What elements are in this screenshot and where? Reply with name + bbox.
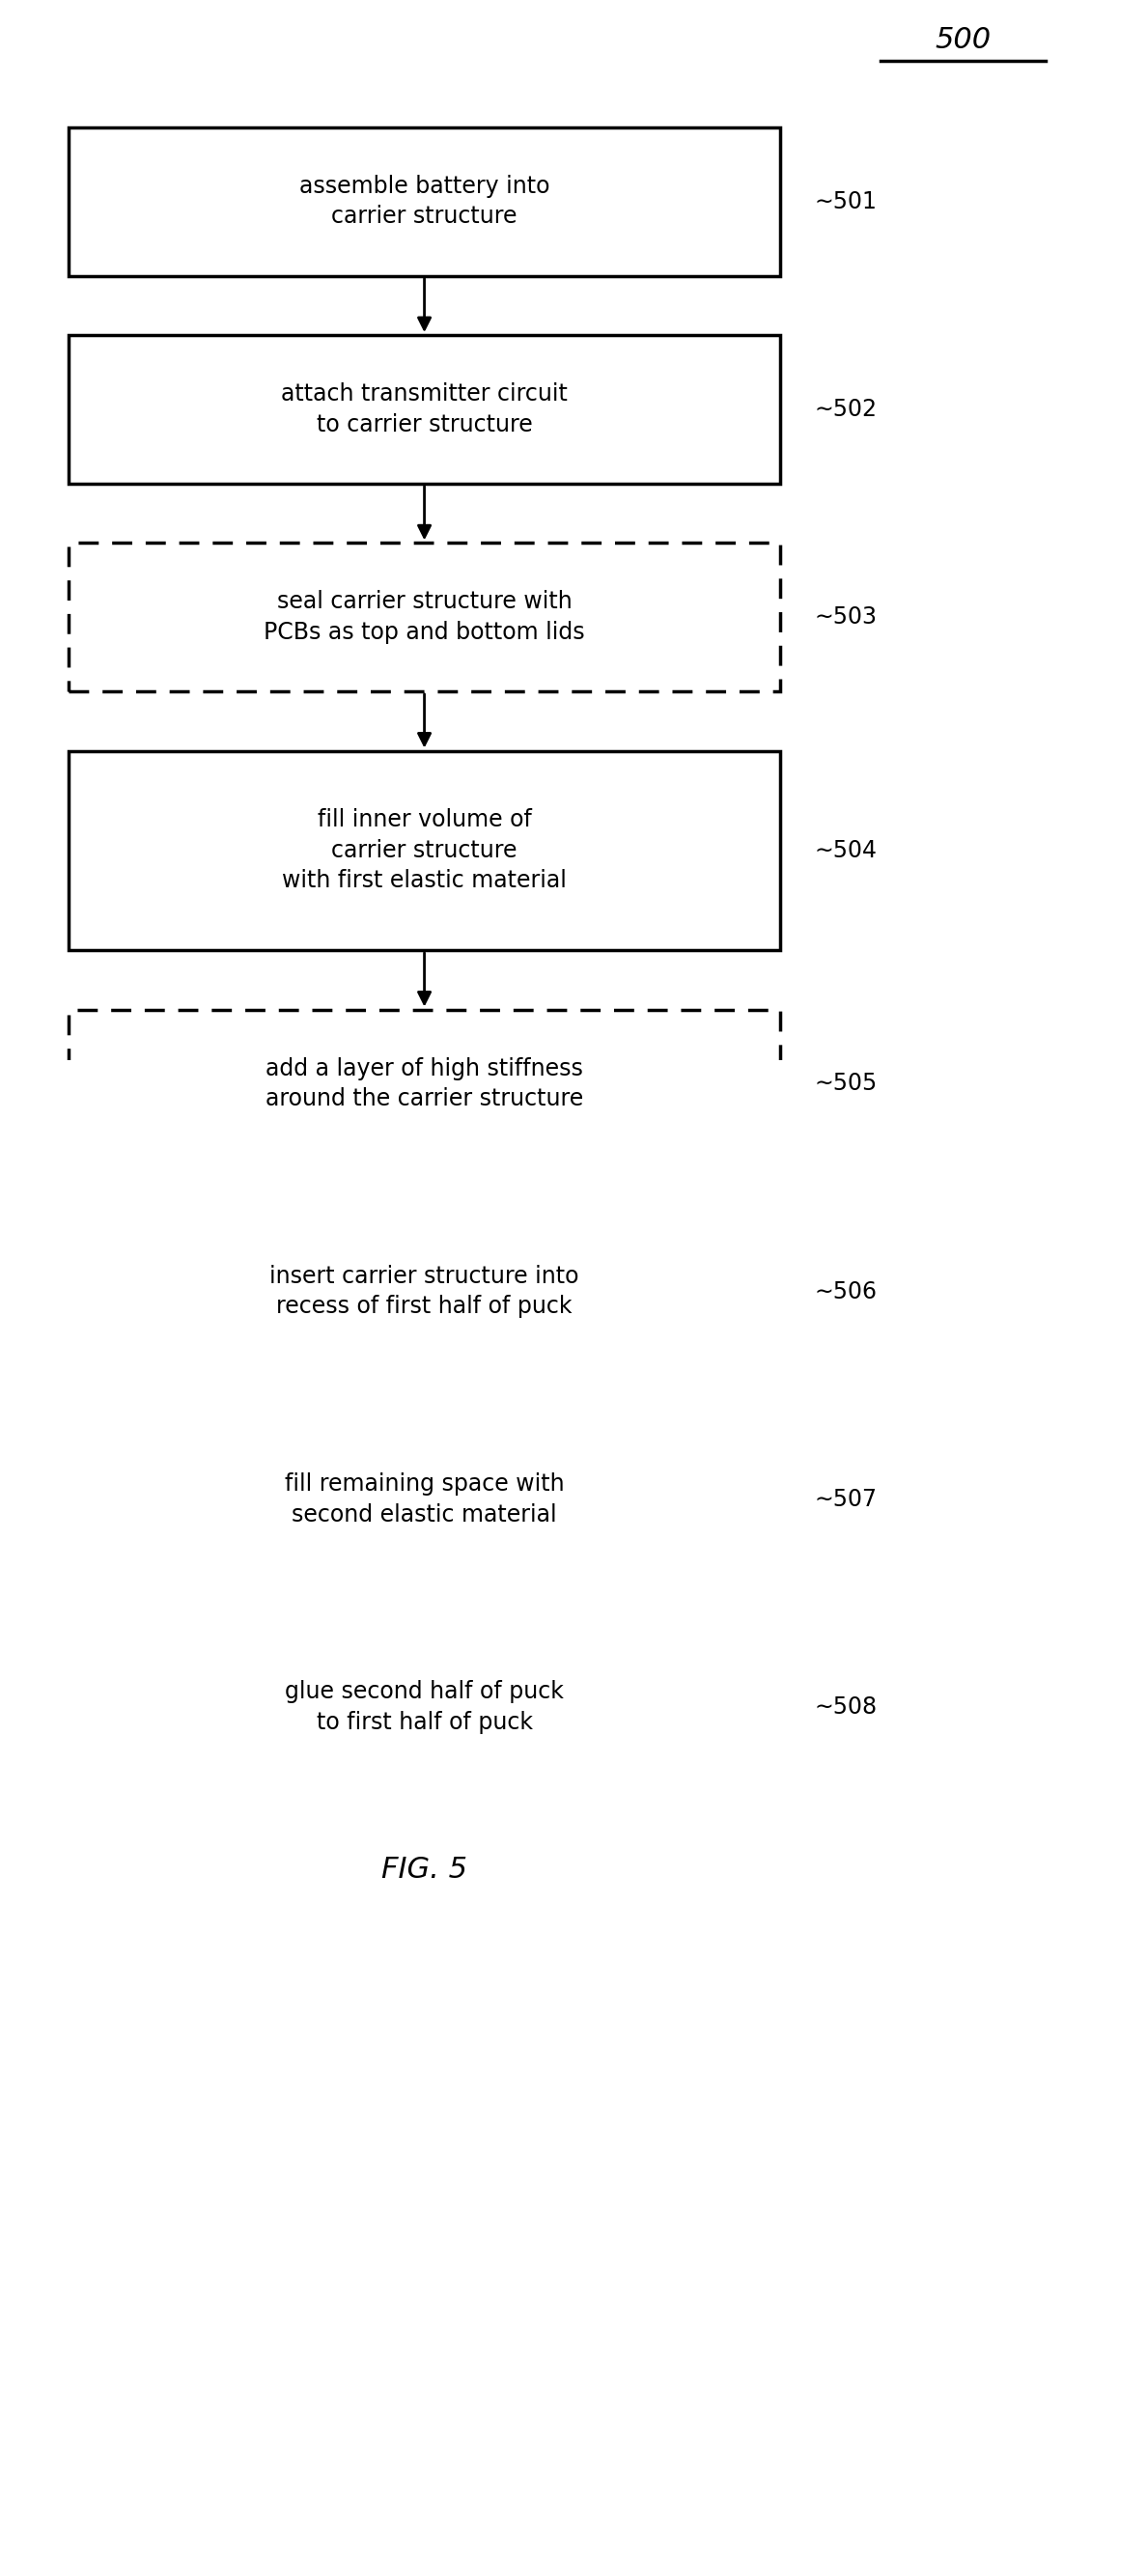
Text: ∼505: ∼505	[814, 1072, 877, 1095]
Bar	[69, 1425, 780, 1574]
Text: ∼501: ∼501	[814, 191, 877, 214]
Bar	[69, 126, 780, 276]
Bar	[69, 544, 780, 690]
Text: insert carrier structure into
recess of first half of puck: insert carrier structure into recess of …	[270, 1265, 579, 1319]
Bar	[69, 1218, 780, 1365]
Text: ∼503: ∼503	[814, 605, 877, 629]
Text: fill remaining space with
second elastic material: fill remaining space with second elastic…	[284, 1473, 564, 1525]
Text: add a layer of high stiffness
around the carrier structure: add a layer of high stiffness around the…	[265, 1056, 584, 1110]
Text: ∼508: ∼508	[814, 1695, 877, 1718]
Text: fill inner volume of
carrier structure
with first elastic material: fill inner volume of carrier structure w…	[282, 809, 567, 891]
Text: ∼502: ∼502	[814, 397, 877, 420]
Text: 500: 500	[936, 26, 991, 54]
Bar	[69, 335, 780, 484]
Text: assemble battery into
carrier structure: assemble battery into carrier structure	[299, 175, 549, 229]
Bar	[69, 750, 780, 951]
Text: ∼507: ∼507	[814, 1489, 877, 1512]
Text: ∼504: ∼504	[814, 840, 877, 863]
Bar	[69, 1010, 780, 1159]
Text: ∼506: ∼506	[814, 1280, 877, 1303]
Bar	[69, 1633, 780, 1783]
Text: attach transmitter circuit
to carrier structure: attach transmitter circuit to carrier st…	[281, 381, 568, 435]
Text: glue second half of puck
to first half of puck: glue second half of puck to first half o…	[284, 1680, 564, 1734]
Text: FIG. 5: FIG. 5	[382, 1855, 467, 1883]
Text: seal carrier structure with
PCBs as top and bottom lids: seal carrier structure with PCBs as top …	[264, 590, 585, 644]
